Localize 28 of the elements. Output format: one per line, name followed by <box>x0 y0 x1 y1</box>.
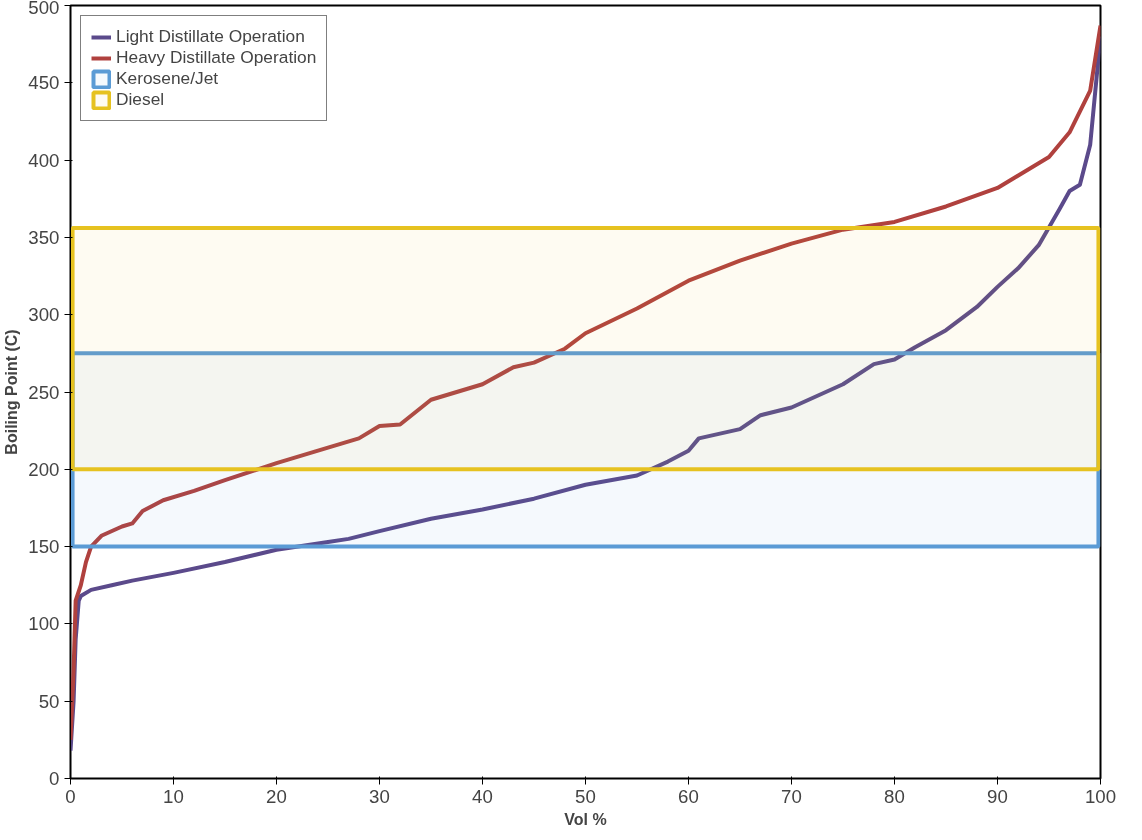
legend-label: Light Distillate Operation <box>116 26 305 47</box>
x-tick-label: 0 <box>65 785 76 807</box>
y-tick-label: 200 <box>28 458 60 480</box>
y-tick-label: 250 <box>28 381 60 403</box>
x-tick-label: 80 <box>884 785 905 807</box>
x-axis-title: Vol % <box>564 810 607 828</box>
x-tick-label: 60 <box>678 785 699 807</box>
x-tick-label: 10 <box>163 785 184 807</box>
x-tick-label: 50 <box>575 785 596 807</box>
y-axis-title: Boiling Point (C) <box>3 329 21 455</box>
legend-label: Kerosene/Jet <box>116 68 219 89</box>
x-tick-label: 30 <box>369 785 390 807</box>
y-tick-label: 100 <box>28 613 60 635</box>
x-tick-label: 40 <box>472 785 493 807</box>
y-tick-label: 400 <box>28 149 60 171</box>
legend-label: Diesel <box>116 89 165 110</box>
legend-label: Heavy Distillate Operation <box>116 47 317 68</box>
y-tick-label: 0 <box>49 768 60 789</box>
y-tick-label: 450 <box>28 72 60 94</box>
y-tick-label: 500 <box>28 0 60 18</box>
x-tick-label: 90 <box>987 785 1008 807</box>
y-tick-label: 350 <box>28 226 60 248</box>
x-tick-label: 100 <box>1084 785 1117 807</box>
x-tick-label: 70 <box>781 785 802 807</box>
y-tick-label: 50 <box>38 690 60 712</box>
x-tick-label: 20 <box>266 785 287 807</box>
y-tick-label: 150 <box>28 536 60 558</box>
y-tick-label: 300 <box>28 304 60 326</box>
